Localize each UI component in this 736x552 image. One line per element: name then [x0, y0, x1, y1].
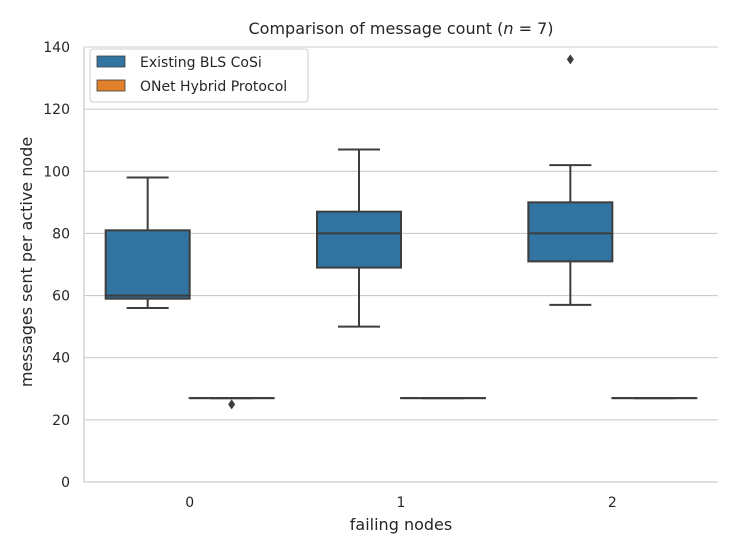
y-tick-label-0: 0 — [61, 475, 70, 491]
box-existing-bls-cosi-1 — [316, 148, 402, 328]
box-iqr — [316, 210, 402, 269]
y-tick-label-40: 40 — [52, 351, 70, 367]
x-tick-label-2: 2 — [608, 495, 617, 511]
legend-frame — [89, 48, 309, 103]
box-plot-series — [104, 54, 698, 410]
y-tick-label-60: 60 — [52, 289, 70, 305]
x-tick-label-1: 1 — [397, 495, 406, 511]
y-tick-label-120: 120 — [43, 102, 70, 118]
legend-label-existing-bls-cosi: Existing BLS CoSi — [140, 55, 262, 71]
box-iqr — [104, 229, 191, 300]
outlier-point — [228, 399, 236, 410]
y-tick-labels: 0 20 40 60 80 100 120 140 — [43, 40, 70, 491]
legend-swatch-existing-bls-cosi — [96, 55, 126, 68]
legend: Existing BLS CoSi ONet Hybrid Protocol — [89, 48, 309, 103]
outlier-point — [566, 54, 574, 65]
legend-label-onet-hybrid-protocol: ONet Hybrid Protocol — [140, 79, 287, 95]
y-axis-label: messages sent per active node — [17, 137, 36, 387]
y-tick-label-140: 140 — [43, 40, 70, 56]
box-onet-hybrid-protocol-0 — [188, 397, 275, 410]
x-axis-label: failing nodes — [350, 515, 452, 534]
chart-title: Comparison of message count (n = 7) — [249, 19, 554, 38]
y-tick-label-80: 80 — [52, 226, 70, 242]
legend-swatch-onet-hybrid-protocol — [96, 79, 126, 92]
box-existing-bls-cosi-0 — [104, 176, 191, 309]
axes — [83, 47, 718, 483]
x-tick-labels: 0 1 2 — [185, 495, 617, 511]
box-existing-bls-cosi-2 — [527, 54, 614, 306]
y-tick-label-20: 20 — [52, 413, 70, 429]
x-tick-label-0: 0 — [185, 495, 194, 511]
box-iqr — [527, 201, 614, 263]
y-tick-label-100: 100 — [43, 164, 70, 180]
